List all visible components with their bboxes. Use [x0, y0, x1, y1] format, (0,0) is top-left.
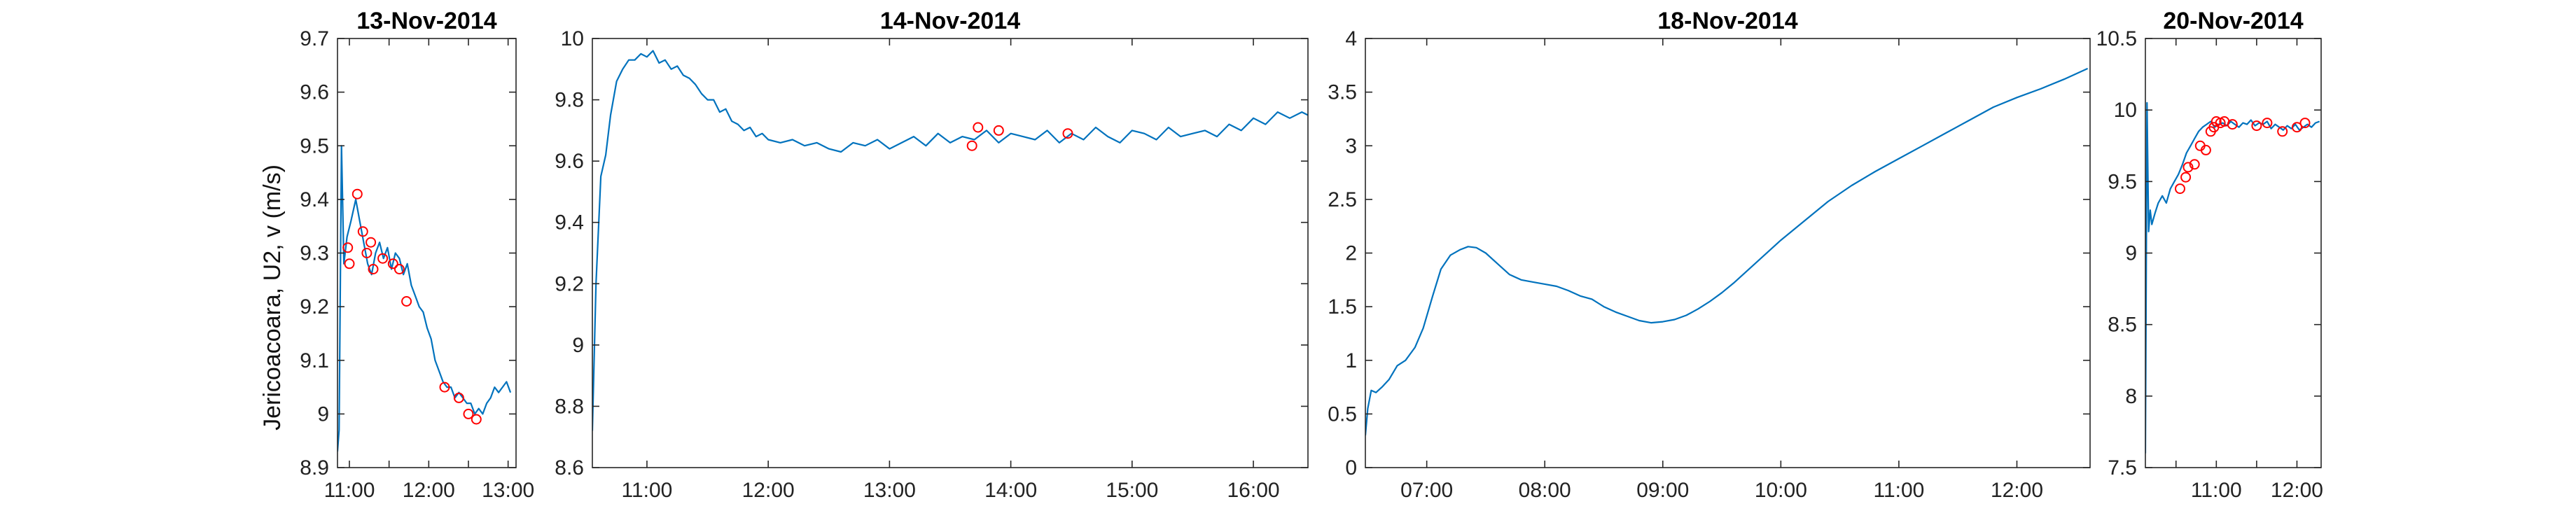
x-tick-label: 11:00 — [1873, 479, 1924, 502]
data-marker — [365, 237, 377, 248]
chart-panel-1: 13-Nov-2014 8.9 9 9.1 9.2 9.3 9.4 9.5 9.6 9.7 11:0… — [300, 8, 534, 502]
data-marker — [2175, 183, 2185, 195]
y-tick-label: 9.5 — [2108, 170, 2137, 193]
y-tick-label: 8.5 — [2108, 314, 2137, 337]
y-tick-label: 3.5 — [1328, 81, 1357, 104]
data-marker — [357, 226, 368, 237]
data-marker — [401, 296, 412, 307]
y-tick-label: 9.7 — [300, 27, 329, 50]
y-tick-label: 8.8 — [555, 395, 584, 418]
x-tick-label: 13:00 — [863, 479, 916, 502]
data-marker — [2292, 122, 2302, 133]
axes-box — [1365, 38, 2091, 468]
data-marker — [2262, 118, 2273, 129]
y-tick-label: 9 — [317, 402, 329, 426]
x-tick-label: 11:00 — [622, 479, 673, 502]
x-tick-label: 12:00 — [403, 479, 455, 502]
y-tick-label: 9.4 — [300, 188, 329, 211]
y-tick-label: 9.2 — [300, 295, 329, 318]
data-marker — [351, 188, 363, 200]
data-marker — [463, 408, 474, 419]
axes-box — [592, 38, 1309, 468]
y-tick-label: 7.5 — [2108, 456, 2137, 479]
data-marker — [2189, 159, 2200, 170]
y-tick-label: 9.2 — [555, 272, 584, 295]
y-tick-label: 10 — [561, 27, 584, 50]
x-tick-label: 16:00 — [1227, 479, 1280, 502]
data-marker — [344, 258, 355, 270]
x-tick-label: 09:00 — [1636, 479, 1689, 502]
x-tick-label: 10:00 — [1755, 479, 1807, 502]
data-marker — [2299, 118, 2311, 129]
x-tick-label: 11:00 — [2191, 479, 2242, 502]
data-marker — [2227, 119, 2238, 130]
data-marker — [2182, 162, 2194, 173]
data-marker — [361, 248, 373, 258]
data-marker — [439, 382, 450, 393]
y-tick-label: 8 — [2125, 385, 2137, 408]
chart-panel-2: 14-Nov-2014 8.6 8.8 9 9.2 9.4 9.6 9.8 10 11:00 12:… — [555, 8, 1309, 502]
data-marker — [368, 264, 379, 274]
data-marker — [342, 242, 354, 253]
y-tick-label: 9.5 — [300, 134, 329, 158]
y-tick-label: 10.5 — [2096, 27, 2137, 50]
data-marker — [377, 253, 389, 264]
chart-title: 20-Nov-2014 — [2163, 8, 2303, 34]
y-tick-label: 9.1 — [300, 349, 329, 372]
y-tick-label: 1 — [1345, 349, 1357, 372]
data-marker — [993, 125, 1004, 136]
y-tick-label: 0 — [1345, 456, 1357, 479]
data-marker — [471, 414, 482, 425]
y-tick-label: 2 — [1345, 242, 1357, 265]
x-tick-label: 12:00 — [1991, 479, 2043, 502]
axes-box — [2145, 38, 2322, 468]
data-marker — [2251, 120, 2262, 132]
chart-title: 18-Nov-2014 — [1657, 8, 1797, 34]
y-tick-label: 9.6 — [300, 81, 329, 104]
series-line — [1365, 67, 2089, 436]
y-tick-label: 9 — [2125, 242, 2137, 265]
data-marker — [2200, 144, 2211, 155]
y-tick-label: 9.4 — [555, 211, 584, 234]
data-marker — [453, 392, 464, 403]
chart-panel-4: 20-Nov-2014 7.5 8 8.5 9 9.5 10 10.5 11:00 12:00 — [2096, 8, 2323, 502]
y-tick-label: 4 — [1345, 27, 1357, 50]
y-tick-label: 9.6 — [555, 150, 584, 173]
data-marker — [2277, 126, 2288, 137]
y-tick-label: 8.6 — [555, 456, 584, 479]
y-tick-label: 9.3 — [300, 242, 329, 265]
x-tick-label: 13:00 — [482, 479, 534, 502]
series-line — [592, 50, 1308, 431]
x-tick-label: 15:00 — [1106, 479, 1158, 502]
x-tick-label: 07:00 — [1400, 479, 1453, 502]
series-line — [337, 145, 512, 452]
y-tick-label: 3 — [1345, 134, 1357, 158]
series-line — [2145, 102, 2320, 454]
y-tick-label: 0.5 — [1328, 402, 1357, 426]
shared-y-axis-label: Jericoacoara, U2, v (m/s) — [259, 164, 286, 430]
data-marker — [387, 258, 398, 270]
data-marker — [394, 264, 405, 274]
y-tick-label: 8.9 — [300, 456, 329, 479]
x-tick-label: 08:00 — [1519, 479, 1571, 502]
chart-title: 14-Nov-2014 — [880, 8, 1020, 34]
x-tick-label: 12:00 — [742, 479, 795, 502]
y-tick-label: 9.8 — [555, 89, 584, 112]
y-tick-label: 1.5 — [1328, 295, 1357, 318]
y-tick-label: 10 — [2114, 99, 2137, 122]
chart-title: 13-Nov-2014 — [356, 8, 496, 34]
x-tick-label: 14:00 — [984, 479, 1037, 502]
data-marker — [966, 140, 977, 151]
data-marker — [2180, 172, 2192, 183]
y-tick-label: 2.5 — [1328, 188, 1357, 211]
data-marker — [1062, 128, 1073, 139]
x-tick-label: 11:00 — [324, 479, 375, 502]
x-tick-label: 12:00 — [2271, 479, 2323, 502]
chart-panel-3: 18-Nov-2014 0 0.5 1 1.5 2 2.5 3 3.5 4 07:00 08:00 09… — [1328, 8, 2091, 502]
data-marker — [973, 122, 984, 133]
y-tick-label: 9 — [572, 334, 584, 357]
axes-box — [337, 38, 517, 468]
